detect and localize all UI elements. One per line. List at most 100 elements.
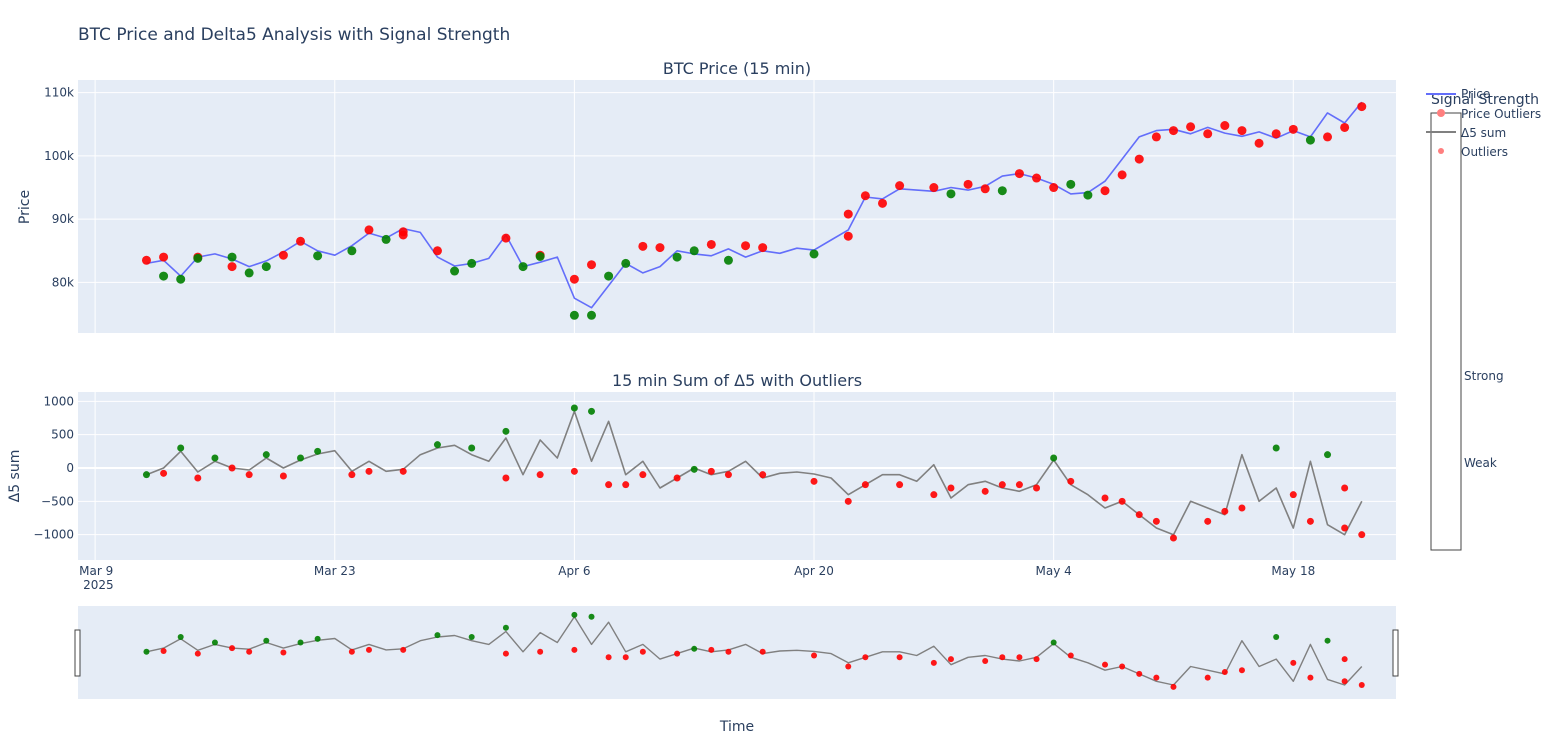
legend-price-outliers-label: Price Outliers [1461, 107, 1541, 121]
delta-outlier-point [639, 471, 647, 479]
delta-outlier-point [570, 404, 578, 412]
price-outlier-point [450, 266, 460, 276]
price-y-axis-label: Price [17, 190, 33, 224]
delta-outlier-point [297, 454, 305, 462]
slider-outlier-point [896, 654, 903, 661]
legend: Price Price Outliers Δ5 sum Outliers [1426, 87, 1541, 159]
price-outlier-point [1271, 129, 1281, 139]
legend-item-outliers[interactable]: Outliers [1438, 145, 1508, 159]
price-outlier-point [980, 184, 990, 194]
x-tick-label-line: Apr 6 [558, 564, 590, 578]
delta-outlier-point [605, 481, 613, 489]
legend-item-price[interactable]: Price [1426, 87, 1490, 101]
delta-outlier-point [844, 497, 852, 505]
range-slider-right-handle[interactable] [1392, 629, 1399, 677]
price-outlier-point [398, 230, 408, 240]
colorbar-title: Signal Strength [1431, 92, 1539, 108]
delta-y-tick-label: −500 [41, 494, 74, 508]
slider-outlier-point [759, 648, 766, 655]
legend-price-outliers-swatch [1437, 109, 1445, 117]
price-outlier-point [1323, 132, 1333, 142]
x-axis-label: Time [719, 719, 754, 735]
range-slider-left-handle[interactable] [74, 629, 81, 677]
slider-outlier-point [639, 648, 646, 655]
slider-outlier-point [434, 632, 441, 639]
x-tick-label: Apr 6 [558, 564, 590, 578]
price-outlier-point [587, 260, 597, 270]
price-outlier-point [176, 274, 186, 284]
delta-outlier-point [981, 487, 989, 495]
delta-outlier-point [1341, 524, 1349, 532]
price-outlier-point [1254, 138, 1264, 148]
slider-outlier-point [160, 648, 167, 655]
slider-outlier-point [297, 639, 304, 646]
price-y-tick-label: 110k [44, 86, 74, 100]
delta-outlier-point [622, 481, 630, 489]
slider-outlier-point [708, 646, 715, 653]
delta-outlier-point [673, 474, 681, 482]
price-outlier-point [758, 243, 768, 253]
price-outlier-point [1049, 183, 1059, 193]
delta-outlier-point [1101, 494, 1109, 502]
price-outlier-point [604, 271, 614, 281]
price-y-tick-label: 80k [52, 275, 74, 289]
legend-item-price-outliers[interactable]: Price Outliers [1437, 107, 1541, 121]
delta-outlier-point [1324, 451, 1332, 459]
price-outlier-point [1014, 169, 1024, 179]
price-subplot-title: BTC Price (15 min) [663, 59, 811, 78]
delta-outlier-point [365, 467, 373, 475]
range-slider[interactable] [78, 606, 1396, 699]
delta-outlier-point [724, 471, 732, 479]
slider-outlier-point [811, 652, 818, 659]
colorbar-strong-label: Strong [1464, 369, 1504, 383]
colorbar [1430, 112, 1462, 551]
price-outlier-point [569, 274, 579, 284]
price-outlier-point [895, 181, 905, 191]
slider-outlier-point [605, 654, 612, 661]
legend-price-label: Price [1461, 87, 1490, 101]
price-grid [78, 80, 1396, 333]
delta-y-tick-label: −1000 [33, 528, 74, 542]
legend-item-delta-sum[interactable]: Δ5 sum [1426, 126, 1506, 140]
slider-outlier-point [502, 624, 509, 631]
x-tick-label-line: Mar 23 [314, 564, 356, 578]
price-y-tick-label: 90k [52, 212, 74, 226]
x-tick-label: Apr 20 [794, 564, 834, 578]
slider-outlier-point [502, 650, 509, 657]
price-outlier-point [946, 189, 956, 199]
delta-outlier-point [1067, 477, 1075, 485]
price-outlier-point [364, 225, 374, 235]
delta-outlier-point [1135, 511, 1143, 519]
delta-outlier-markers [142, 404, 1366, 542]
delta-y-tick-label: 1000 [43, 394, 74, 408]
delta-outlier-point [1033, 484, 1041, 492]
delta-outlier-point [1169, 534, 1177, 542]
price-outlier-point [347, 246, 357, 256]
legend-delta-sum-label: Δ5 sum [1461, 126, 1506, 140]
slider-outlier-point [1170, 683, 1177, 690]
price-plot-area [78, 80, 1396, 333]
delta-plot-area [78, 392, 1396, 560]
delta-outlier-point [1118, 497, 1126, 505]
price-outlier-point [569, 310, 579, 320]
price-y-tick-label: 100k [44, 149, 74, 163]
price-outlier-point [467, 258, 477, 268]
slider-outlier-point [622, 654, 629, 661]
slider-outlier-point [588, 613, 595, 620]
slider-outlier-point [1153, 674, 1160, 681]
slider-outlier-point [280, 649, 287, 656]
slider-outlier-point [1238, 667, 1245, 674]
price-outlier-point [244, 268, 254, 278]
price-outlier-point [1066, 179, 1076, 189]
legend-outliers-swatch [1438, 148, 1444, 154]
delta-outlier-point [142, 471, 150, 479]
slider-outlier-point [982, 657, 989, 664]
slider-outlier-point [1136, 670, 1143, 677]
slider-delta-line [146, 616, 1363, 686]
slider-outlier-point [1033, 656, 1040, 663]
price-outlier-point [193, 253, 203, 263]
slider-outlier-point [1016, 654, 1023, 661]
x-tick-label-line: Mar 9 [79, 564, 113, 578]
chart-title: BTC Price and Delta5 Analysis with Signa… [78, 25, 510, 45]
delta-outlier-point [314, 447, 322, 455]
